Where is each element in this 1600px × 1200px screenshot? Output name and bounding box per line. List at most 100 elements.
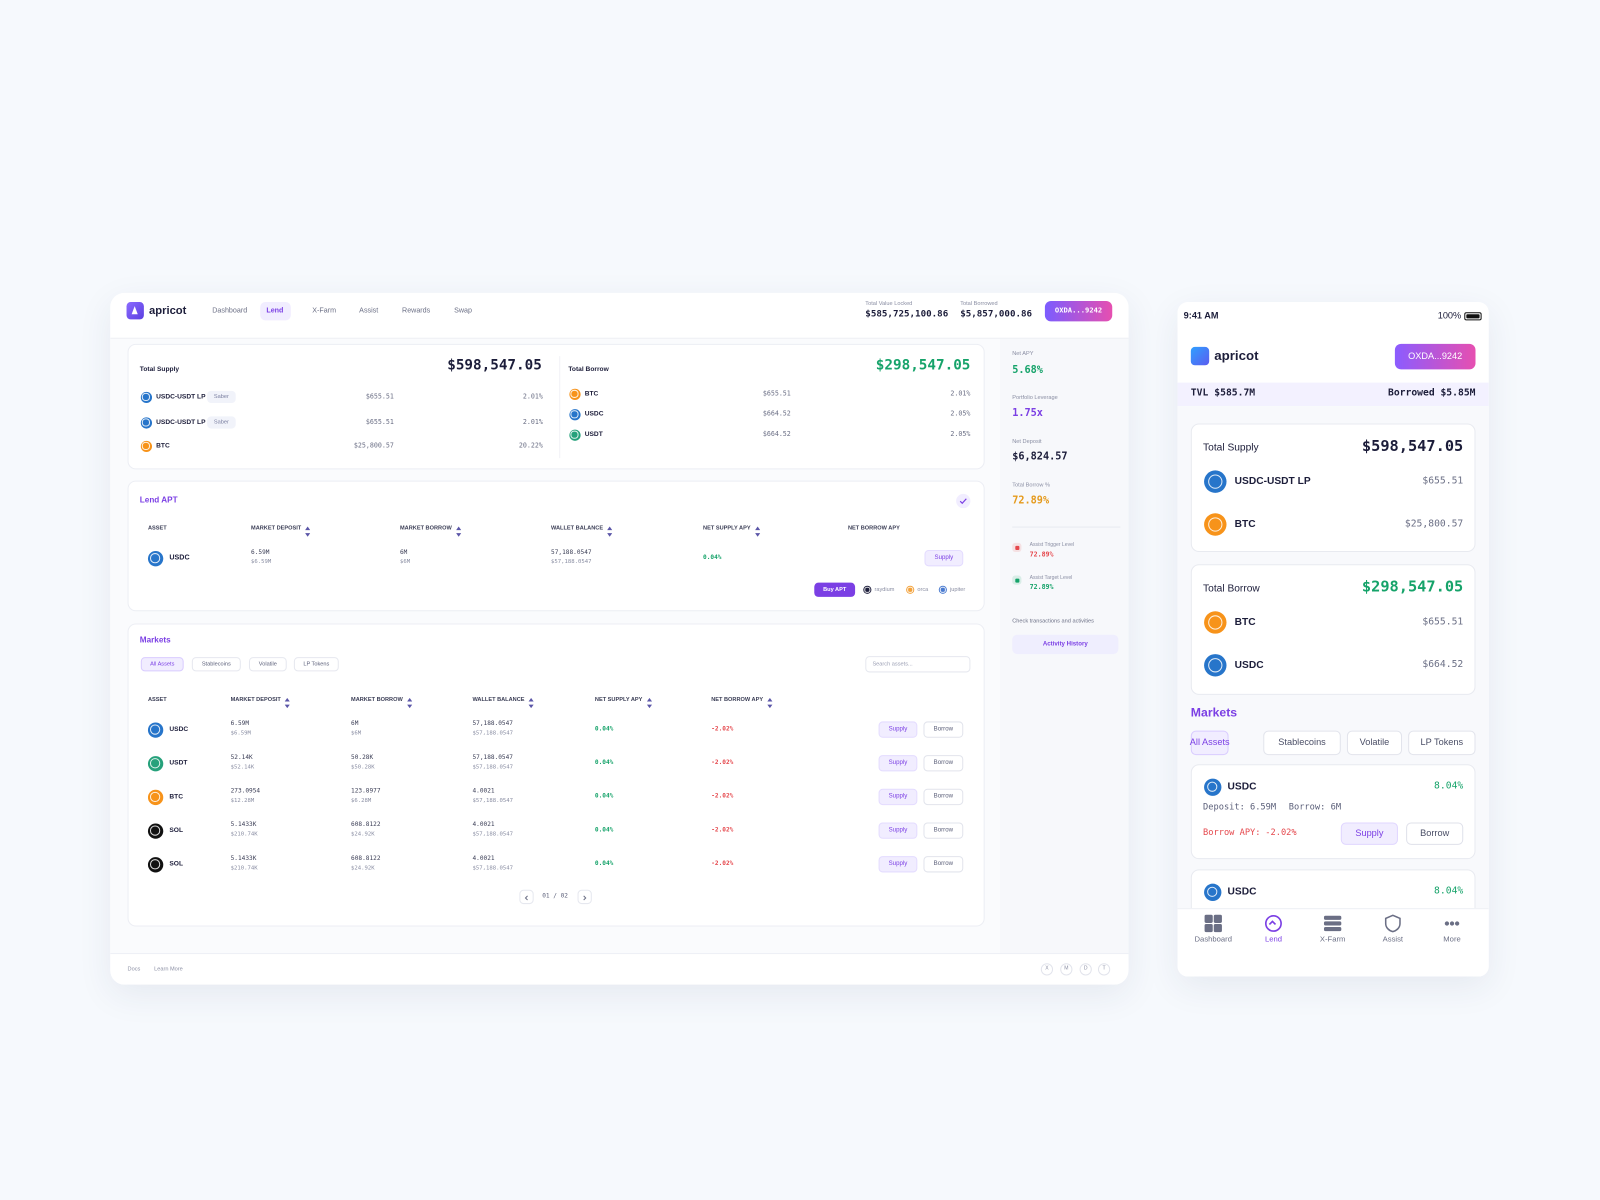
stat-label: Total Borrow % bbox=[1012, 482, 1050, 489]
tab-icon[interactable] bbox=[1323, 914, 1342, 932]
filter-label[interactable]: All Assets bbox=[150, 661, 175, 668]
level-dot bbox=[1014, 578, 1019, 583]
filter-chip[interactable] bbox=[1346, 730, 1403, 756]
buy-button[interactable] bbox=[814, 582, 856, 597]
cell-value: 608.8122 bbox=[351, 821, 381, 829]
footer-link[interactable]: Docs bbox=[127, 966, 141, 973]
cell-value: 52.14K bbox=[230, 753, 253, 761]
social-label[interactable]: M bbox=[1064, 965, 1069, 972]
nav-link[interactable]: Swap bbox=[454, 307, 472, 315]
tab-icon[interactable] bbox=[1204, 914, 1222, 933]
supply-button-label[interactable]: Supply bbox=[934, 554, 954, 561]
supply-button[interactable] bbox=[878, 856, 918, 873]
tab-icon[interactable] bbox=[1264, 914, 1282, 932]
nav-link[interactable]: X-Farm bbox=[312, 307, 337, 315]
search-placeholder[interactable]: Search assets... bbox=[872, 661, 913, 668]
supply-button-label[interactable]: Supply bbox=[888, 827, 908, 834]
filter-chip[interactable] bbox=[191, 657, 241, 672]
coin-icon bbox=[938, 585, 947, 594]
buy-button-label[interactable]: Buy APT bbox=[823, 586, 847, 593]
coin-ring bbox=[150, 758, 160, 769]
supply-button[interactable] bbox=[1340, 822, 1398, 845]
social-button[interactable] bbox=[1060, 963, 1073, 976]
coin-ring bbox=[1206, 886, 1218, 898]
filter-chip[interactable] bbox=[1190, 730, 1229, 756]
borrow-button[interactable] bbox=[923, 856, 964, 873]
coin-icon bbox=[147, 721, 163, 738]
supply-button[interactable] bbox=[878, 788, 918, 806]
supply-button-label[interactable]: Supply bbox=[888, 860, 908, 868]
filter-label[interactable]: Stablecoins bbox=[201, 661, 231, 668]
asset-amount: $655.51 bbox=[762, 389, 791, 398]
footer-divider bbox=[110, 953, 1129, 955]
filter-chip[interactable] bbox=[293, 657, 339, 672]
markets-title: Markets bbox=[1190, 705, 1238, 720]
asset-amount: $655.51 bbox=[365, 417, 394, 426]
nav-link[interactable]: Rewards bbox=[402, 307, 431, 315]
nav-active-bg bbox=[260, 302, 291, 321]
borrow-button[interactable] bbox=[923, 788, 964, 806]
social-button[interactable] bbox=[1079, 963, 1092, 976]
supply-button[interactable] bbox=[924, 549, 964, 567]
page-button[interactable] bbox=[577, 889, 592, 905]
supply-button-label[interactable]: Supply bbox=[888, 759, 908, 767]
borrow-button[interactable] bbox=[923, 721, 964, 738]
filter-label[interactable]: LP Tokens bbox=[303, 661, 330, 668]
borrow-button-label[interactable]: Borrow bbox=[933, 793, 954, 800]
supply-button-label[interactable]: Supply bbox=[888, 726, 908, 733]
stat-label: Net Deposit bbox=[1012, 438, 1042, 445]
nav-link[interactable]: Lend bbox=[266, 307, 284, 315]
column-header: WALLET BALANCE bbox=[472, 696, 525, 704]
borrow-button-label[interactable]: Borrow bbox=[933, 759, 954, 767]
column-header: NET SUPPLY APY bbox=[594, 696, 643, 704]
filter-label[interactable]: Volatile bbox=[258, 661, 277, 668]
activity-button-label[interactable]: Activity History bbox=[1042, 641, 1088, 648]
borrow-button-label[interactable]: Borrow bbox=[933, 860, 954, 868]
tab-icon[interactable] bbox=[1443, 914, 1461, 932]
filter-label[interactable]: All Assets bbox=[1189, 736, 1230, 747]
supply-button[interactable] bbox=[878, 721, 918, 738]
borrow-button-label[interactable]: Borrow bbox=[933, 827, 954, 834]
borrow-button[interactable] bbox=[923, 822, 964, 839]
filter-chip[interactable] bbox=[140, 657, 184, 672]
filter-chip[interactable] bbox=[1408, 730, 1476, 756]
filter-chip[interactable] bbox=[248, 657, 287, 672]
wallet-label[interactable]: OXDA...9242 bbox=[1054, 306, 1103, 315]
filter-chip[interactable] bbox=[1263, 730, 1341, 756]
tab-label[interactable]: X-Farm bbox=[1319, 934, 1346, 944]
footer-link[interactable]: Learn More bbox=[154, 966, 183, 973]
social-label[interactable]: D bbox=[1083, 965, 1088, 972]
wallet-button[interactable] bbox=[1044, 301, 1113, 322]
borrow-button[interactable] bbox=[923, 755, 964, 772]
borrow-button-label[interactable]: Borrow bbox=[1420, 827, 1450, 838]
filter-label[interactable]: Volatile bbox=[1359, 736, 1390, 747]
social-label[interactable]: X bbox=[1045, 965, 1049, 972]
tab-icon[interactable] bbox=[1384, 914, 1402, 933]
supply-button[interactable] bbox=[878, 755, 918, 772]
tab-label[interactable]: Lend bbox=[1264, 934, 1282, 944]
nav-link[interactable]: Assist bbox=[359, 307, 379, 315]
social-button[interactable] bbox=[1097, 963, 1111, 976]
tab-label[interactable]: Dashboard bbox=[1194, 934, 1232, 944]
cell-subvalue: $52.14K bbox=[230, 764, 255, 771]
wallet-button[interactable] bbox=[1394, 343, 1476, 370]
asset-name: USDC bbox=[584, 410, 604, 418]
nav-link[interactable]: Dashboard bbox=[212, 307, 248, 315]
social-button[interactable] bbox=[1040, 963, 1054, 976]
borrow-button[interactable] bbox=[1406, 822, 1464, 845]
filter-label[interactable]: Stablecoins bbox=[1278, 736, 1326, 747]
supply-button-label[interactable]: Supply bbox=[1355, 827, 1384, 838]
page-button[interactable] bbox=[519, 889, 534, 905]
activity-button[interactable] bbox=[1012, 634, 1119, 655]
borrow-button-label[interactable]: Borrow bbox=[933, 726, 954, 733]
social-label[interactable]: T bbox=[1102, 965, 1106, 972]
supply-button-label[interactable]: Supply bbox=[888, 793, 908, 800]
filter-label[interactable]: LP Tokens bbox=[1420, 736, 1464, 747]
cell-value: 6M bbox=[399, 548, 408, 556]
asset-name: USDC-USDT LP bbox=[156, 418, 206, 426]
supply-button[interactable] bbox=[878, 822, 918, 839]
tab-label[interactable]: Assist bbox=[1382, 934, 1404, 944]
tab-label[interactable]: More bbox=[1443, 934, 1461, 944]
search-box[interactable] bbox=[865, 656, 971, 673]
wallet-label[interactable]: OXDA...9242 bbox=[1408, 350, 1463, 361]
